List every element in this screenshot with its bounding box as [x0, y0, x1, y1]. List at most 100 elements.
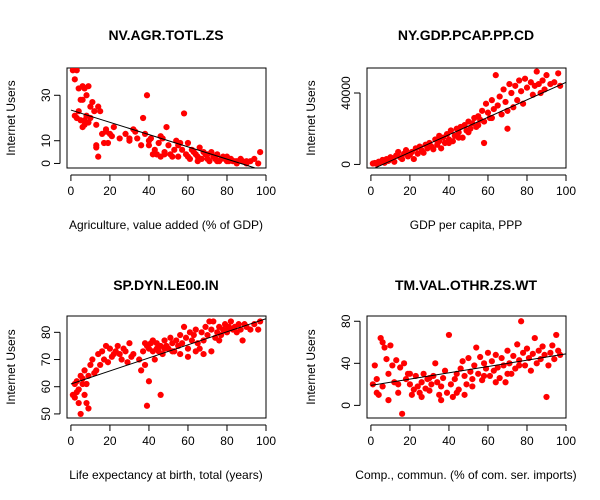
data-point	[85, 83, 92, 90]
data-point	[490, 105, 497, 113]
data-point	[467, 368, 474, 375]
data-point	[184, 139, 192, 147]
data-point	[89, 98, 96, 106]
data-point	[371, 362, 378, 369]
data-point	[496, 93, 503, 100]
data-point	[171, 146, 178, 153]
data-point	[471, 362, 478, 369]
data-point	[436, 391, 443, 398]
data-point	[523, 345, 531, 352]
data-point	[459, 358, 466, 365]
panel-title: NV.AGR.TOTL.ZS	[108, 27, 223, 43]
x-tick-label: 100	[556, 184, 576, 198]
x-tick-label: 20	[403, 434, 417, 448]
data-point	[379, 383, 386, 390]
data-point	[91, 108, 98, 115]
data-point	[104, 139, 112, 147]
data-point	[492, 351, 499, 359]
data-point	[479, 107, 486, 114]
data-point	[138, 367, 145, 374]
x-tick-label: 80	[520, 434, 534, 448]
data-point	[457, 365, 464, 372]
data-point	[496, 374, 503, 382]
data-point	[167, 334, 174, 341]
data-point	[126, 340, 133, 347]
data-point	[198, 329, 205, 336]
data-point	[93, 367, 100, 374]
data-point	[71, 76, 78, 83]
data-point	[420, 370, 427, 377]
data-point	[192, 348, 199, 355]
y-tick-label: 10	[39, 134, 53, 148]
data-point	[108, 133, 115, 140]
regression-line	[70, 109, 257, 168]
data-point	[449, 393, 456, 401]
x-tick-label: 60	[481, 184, 495, 198]
data-point	[434, 379, 441, 386]
data-point	[124, 359, 131, 366]
data-point	[381, 344, 388, 351]
data-point	[551, 356, 558, 363]
y-axis-label: Internet Users	[304, 329, 318, 404]
x-tick-label: 80	[220, 434, 234, 448]
plot-frame	[366, 315, 567, 419]
data-point	[99, 348, 106, 355]
x-tick-label: 100	[256, 434, 276, 448]
data-point	[169, 153, 176, 160]
data-point	[134, 135, 141, 142]
panel-agriculture: NV.AGR.TOTL.ZS Agriculture, value added …	[4, 27, 276, 232]
data-point	[106, 345, 114, 352]
data-point	[177, 350, 184, 358]
data-point	[436, 132, 443, 139]
data-point	[194, 158, 201, 165]
x-tick-label: 20	[103, 434, 117, 448]
data-point	[453, 370, 460, 377]
x-tick-label: 40	[442, 184, 456, 198]
data-point	[208, 326, 215, 333]
data-point	[527, 367, 534, 374]
data-point	[402, 147, 410, 154]
panel-life-expectancy: SP.DYN.LE00.IN Life expectancy at birth,…	[4, 277, 276, 482]
data-point	[188, 337, 195, 344]
data-point	[543, 393, 550, 401]
data-point	[208, 348, 215, 355]
data-point	[445, 139, 453, 147]
panel-title: TM.VAL.OTHR.ZS.WT	[395, 277, 537, 293]
data-point	[539, 77, 546, 84]
data-point	[227, 318, 234, 325]
data-point	[180, 110, 188, 117]
data-point	[549, 342, 556, 349]
data-point	[143, 402, 151, 409]
data-point	[395, 381, 402, 388]
data-point	[255, 160, 262, 167]
data-point	[87, 361, 94, 369]
data-point	[141, 340, 149, 347]
x-tick-label: 60	[181, 184, 195, 198]
data-point	[116, 135, 123, 142]
data-point	[447, 381, 454, 388]
data-point	[475, 370, 482, 377]
data-point	[502, 379, 509, 386]
data-point	[461, 391, 468, 398]
data-point	[71, 394, 78, 401]
data-point	[97, 108, 104, 115]
data-point	[539, 343, 546, 350]
data-point	[257, 148, 264, 156]
data-point	[165, 142, 172, 149]
data-point	[502, 98, 509, 106]
data-point	[432, 360, 439, 367]
data-point	[173, 337, 180, 344]
data-point	[161, 337, 168, 344]
x-tick-label: 40	[442, 434, 456, 448]
data-point	[73, 389, 80, 396]
x-tick-label: 80	[220, 184, 234, 198]
data-point	[400, 360, 408, 367]
data-point	[406, 370, 414, 377]
y-tick-label: 50	[39, 407, 53, 421]
data-point	[533, 68, 540, 75]
data-point	[469, 383, 476, 390]
data-point	[235, 321, 242, 328]
data-point	[373, 375, 380, 383]
data-point	[81, 367, 88, 374]
data-point	[155, 139, 162, 147]
